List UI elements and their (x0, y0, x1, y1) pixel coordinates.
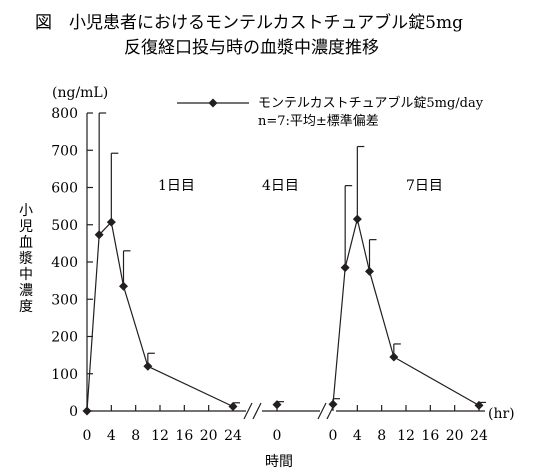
day-label: 4日目 (262, 178, 299, 194)
y-axis-title-char: 血 (19, 235, 33, 251)
x-axis-title: 時間 (265, 454, 293, 470)
y-tick-label: 200 (51, 330, 78, 346)
y-tick-label: 0 (69, 404, 78, 420)
x-tick-label: 4 (107, 428, 116, 444)
axis-break-mark (252, 402, 262, 420)
y-tick-label: 100 (51, 367, 78, 383)
data-point (474, 400, 484, 410)
data-point (82, 406, 92, 416)
x-ticks: 0 4 8 12 16 20 24 0 0 4 8 12 16 20 24 (83, 405, 488, 444)
y-axis-title-char: 度 (19, 299, 33, 315)
axis-break-mark (317, 402, 327, 420)
x-tick-label: 8 (131, 428, 140, 444)
x-tick-label: 16 (175, 428, 193, 444)
data-point (365, 266, 374, 276)
x-tick-label: 24 (224, 428, 242, 444)
series-line (86, 220, 234, 412)
axis-break-mark (243, 402, 253, 420)
data-point (389, 352, 399, 362)
x-tick-label: 12 (397, 428, 415, 444)
x-tick-label: 20 (200, 428, 218, 444)
y-tick-label: 500 (51, 218, 78, 234)
x-unit-label: (hr) (488, 406, 515, 422)
x-tick-label: 12 (151, 428, 169, 444)
legend: モンテルカストチュアブル錠5mg/day n=7:平均±標準偏差 (177, 95, 484, 129)
data-point (94, 230, 104, 240)
x-tick-label: 0 (83, 428, 92, 444)
legend-label-line2: n=7:平均±標準偏差 (258, 113, 379, 129)
day-label: 1日目 (158, 178, 195, 194)
data-point (106, 217, 116, 227)
y-tick-label: 400 (51, 255, 78, 271)
day-label: 7日目 (406, 178, 443, 194)
data-point (352, 214, 362, 224)
series-line (332, 219, 480, 406)
data-point (228, 402, 238, 412)
y-unit-label: (ng/mL) (52, 85, 108, 101)
chart-title-line1: 図 小児患者におけるモンテルカストチュアブル錠5mg (35, 12, 463, 33)
x-tick-label: 20 (446, 428, 464, 444)
data-point (119, 281, 128, 291)
x-tick-label: 0 (329, 428, 338, 444)
legend-label-line1: モンテルカストチュアブル錠5mg/day (258, 95, 484, 111)
data-point (328, 399, 338, 409)
x-tick-label: 8 (377, 428, 386, 444)
axes (86, 113, 485, 420)
data-point (272, 400, 282, 410)
data-point (340, 263, 350, 273)
x-tick-label: 24 (470, 428, 488, 444)
y-axis-title-char: 中 (19, 267, 33, 283)
x-tick-label: 16 (421, 428, 439, 444)
day-labels: 1日目 4日目 7日目 (158, 178, 443, 194)
y-tick-label: 800 (51, 106, 78, 122)
y-tick-label: 300 (51, 292, 78, 308)
x-tick-label: 0 (273, 428, 282, 444)
x-tick-label: 4 (353, 428, 362, 444)
y-axis-title-char: 濃 (19, 283, 33, 299)
y-tick-label: 700 (51, 143, 78, 159)
chart-title-line2: 反復経口投与時の血漿中濃度推移 (124, 38, 379, 58)
data-point (143, 361, 153, 371)
data-series (82, 112, 486, 416)
y-axis-title-char: 漿 (19, 251, 33, 267)
y-axis-title-char: 小 (19, 203, 33, 219)
legend-marker (208, 98, 218, 108)
y-ticks: 0 100 200 300 400 500 600 700 800 (51, 106, 93, 420)
y-tick-label: 600 (51, 181, 78, 197)
y-axis-title-char: 児 (19, 219, 33, 235)
